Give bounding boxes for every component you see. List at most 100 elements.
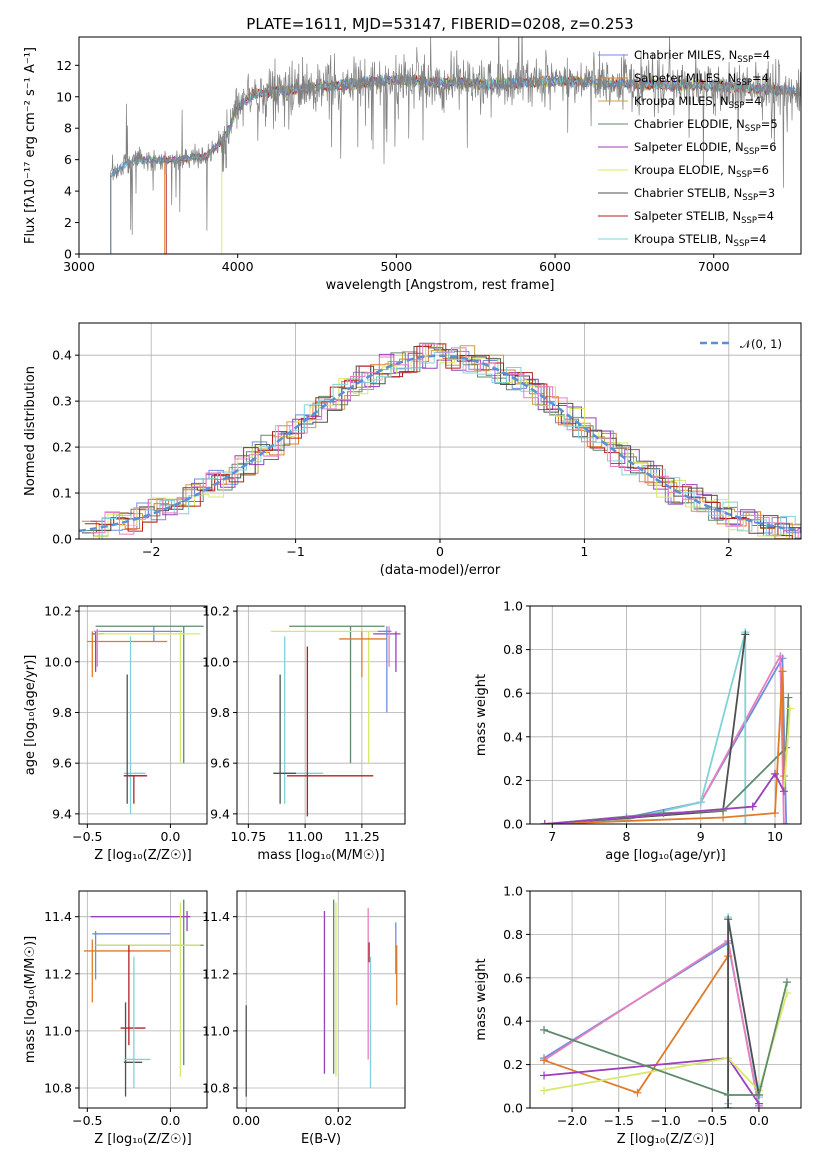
plot-area xyxy=(83,899,204,1097)
y-tick-label: 10.8 xyxy=(202,1081,230,1096)
x-tick-label: −0.5 xyxy=(697,1113,727,1128)
legend-label: Salpeter MILES, NSSP=4 xyxy=(634,71,769,88)
mass-vs-z-panel: −0.5 0.0 10.8 11.0 11.2 11.4 Z [log₁₀(Z/Z☉)] ma… xyxy=(23,890,208,1147)
series-line xyxy=(544,772,785,824)
x-tick-label: 0.00 xyxy=(232,1113,260,1128)
y-tick-label: 0.2 xyxy=(503,773,523,788)
x-tick-label: −2 xyxy=(142,544,160,559)
y-tick-label: 0.8 xyxy=(503,927,523,942)
x-tick-label: 11.25 xyxy=(344,829,380,844)
y-tick-label: 1.0 xyxy=(503,884,523,899)
series-marker xyxy=(540,820,549,824)
histogram-kroupa_stelib xyxy=(87,352,801,539)
x-tick-label: 0.02 xyxy=(324,1113,352,1128)
y-tick-label: 0.2 xyxy=(503,1057,523,1072)
plot-frame xyxy=(78,605,208,825)
legend-tail: =4 xyxy=(752,71,769,85)
y-tick-label: 11.0 xyxy=(202,1023,230,1038)
x-tick-label: 0 xyxy=(436,544,444,559)
series-marker xyxy=(771,809,780,818)
series-marker xyxy=(785,704,794,713)
series-marker xyxy=(696,798,705,807)
y-axis-label: Normed distribution xyxy=(23,366,38,496)
figure-title: PLATE=1611, MJD=53147, FIBERID=0208, z=0… xyxy=(246,15,633,33)
mass-weight-vs-z-panel: −2.0 −1.5 −1.0 −0.5 0.0 0.0 0.2 0.4 0.6 0.8 1.0 Z [… xyxy=(474,884,802,1147)
y-axis-label: mass weight xyxy=(474,674,489,756)
plot-frame xyxy=(78,890,208,1109)
series-marker xyxy=(778,667,787,676)
y-axis-label: mass weight xyxy=(474,958,489,1040)
x-axis-label: E(B-V) xyxy=(301,1132,341,1147)
y-tick-label: 0.4 xyxy=(52,348,72,363)
y-tick-label: 2 xyxy=(64,215,72,230)
age-vs-z-panel: −0.5 0.0 9.4 9.6 9.8 10.0 10.2 Z [log₁₀(Z/Z☉)] a… xyxy=(23,604,208,863)
legend-subscript: SSP xyxy=(729,101,745,111)
x-axis-label: wavelength [Angstrom, rest frame] xyxy=(326,278,555,293)
x-tick-label: 5000 xyxy=(380,259,412,274)
x-axis-label: (data-model)/error xyxy=(380,563,501,578)
mass-weight-vs-age-panel: 7 8 9 10 0.0 0.2 0.4 0.6 0.8 1.0 age [log₁₀(age/yr… xyxy=(474,599,802,863)
x-tick-label: 10.75 xyxy=(230,829,266,844)
y-tick-label: 0.6 xyxy=(503,686,523,701)
y-tick-label: 10.8 xyxy=(44,1081,72,1096)
series-marker xyxy=(633,1088,642,1097)
y-tick-label: 11.0 xyxy=(44,1023,72,1038)
legend-label: 𝒩(0, 1) xyxy=(740,337,782,351)
plot-area xyxy=(271,625,401,817)
plot-area xyxy=(540,913,791,1108)
legend-tail: =5 xyxy=(761,117,778,131)
series-marker xyxy=(741,630,750,639)
x-axis-label: Z [log₁₀(Z/Z☉)] xyxy=(94,1132,191,1147)
x-tick-label: 0.0 xyxy=(749,1113,769,1128)
y-tick-label: 10 xyxy=(56,89,72,104)
y-tick-label: 9.4 xyxy=(52,806,72,821)
normal-curve xyxy=(79,354,801,533)
plot-frame xyxy=(529,605,802,825)
series-marker xyxy=(724,1090,733,1099)
y-tick-label: 10.2 xyxy=(202,604,230,619)
x-tick-label: 4000 xyxy=(222,259,254,274)
legend-subscript: SSP xyxy=(745,124,761,134)
legend-tail: =4 xyxy=(749,232,766,246)
legend-tail: =4 xyxy=(753,48,770,62)
series-line xyxy=(544,631,747,824)
x-tick-label: 1 xyxy=(580,544,588,559)
series-marker xyxy=(776,652,785,661)
x-tick-label: −0.5 xyxy=(72,1113,102,1128)
spectrum-legend: Chabrier MILES, NSSP=4 Salpeter MILES, NS… xyxy=(598,48,778,249)
y-tick-label: 0 xyxy=(64,247,72,262)
series-line xyxy=(544,671,785,824)
plot-area xyxy=(540,628,794,824)
series-marker xyxy=(540,1086,549,1095)
y-tick-label: 8 xyxy=(64,121,72,136)
legend-subscript: SSP xyxy=(734,239,750,249)
plot-area xyxy=(245,899,398,1097)
y-tick-label: 11.2 xyxy=(44,966,72,981)
residuals-legend: 𝒩(0, 1) xyxy=(700,337,782,351)
plot-frame xyxy=(236,605,406,825)
legend-subscript: SSP xyxy=(744,147,760,157)
series-marker xyxy=(779,787,788,796)
y-tick-label: 0.0 xyxy=(52,532,72,547)
series-line xyxy=(544,652,785,824)
y-tick-label: 0.4 xyxy=(503,1014,523,1029)
series-marker xyxy=(719,813,728,822)
histogram-salpeter_elodie xyxy=(90,352,801,536)
y-tick-label: 9.6 xyxy=(210,756,230,771)
series-marker xyxy=(540,1056,549,1065)
y-axis-label: age [log₁₀(age/yr)] xyxy=(23,655,38,776)
histogram-kroupa_miles xyxy=(84,345,801,539)
y-tick-label: 9.6 xyxy=(52,756,72,771)
plot-frame xyxy=(236,890,406,1109)
x-tick-label: 9 xyxy=(697,829,705,844)
y-tick-label: 12 xyxy=(56,58,72,73)
x-tick-label: 10 xyxy=(767,829,783,844)
histogram-chabrier_stelib xyxy=(81,346,801,534)
x-tick-label: 3000 xyxy=(63,259,95,274)
legend-label: Kroupa ELODIE, NSSP=6 xyxy=(634,163,769,180)
y-tick-label: 0.8 xyxy=(503,642,523,657)
spectrum-panel: 3000 4000 5000 6000 7000 0 2 4 6 8 10 12 wavelength … xyxy=(23,36,802,293)
series-marker xyxy=(748,802,757,811)
y-axis-label: mass [log₁₀(M/M☉)] xyxy=(23,936,38,1063)
